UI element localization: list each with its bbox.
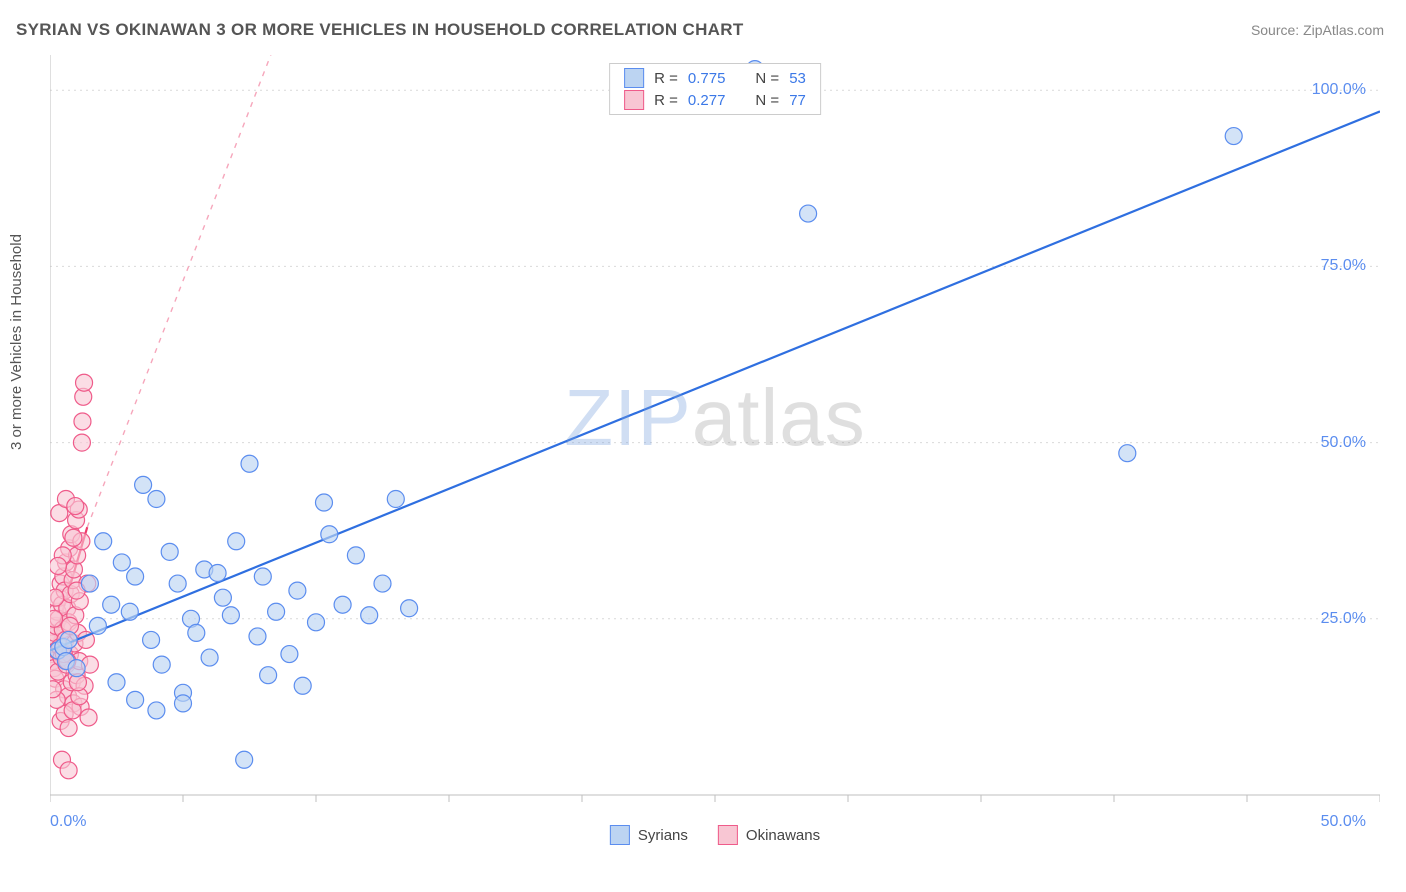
- scatter-plot-svg: [50, 55, 1380, 845]
- y-tick-label: 100.0%: [1312, 81, 1366, 99]
- n-label: N =: [755, 92, 779, 109]
- chart-title: SYRIAN VS OKINAWAN 3 OR MORE VEHICLES IN…: [16, 20, 744, 40]
- source-attribution: Source: ZipAtlas.com: [1251, 22, 1384, 38]
- chart-container: SYRIAN VS OKINAWAN 3 OR MORE VEHICLES IN…: [0, 0, 1406, 892]
- x-tick-max-label: 50.0%: [1321, 813, 1366, 831]
- legend-swatch-syrians: [610, 825, 630, 845]
- r-label: R =: [654, 92, 678, 109]
- legend-swatch-okinawans: [718, 825, 738, 845]
- legend-item-okinawans: Okinawans: [718, 825, 820, 845]
- x-tick-min-label: 0.0%: [50, 813, 86, 831]
- series-legend: Syrians Okinawans: [610, 825, 820, 845]
- stats-legend-row-okinawans: R = 0.277 N = 77: [610, 89, 820, 111]
- legend-label: Syrians: [638, 827, 688, 844]
- legend-item-syrians: Syrians: [610, 825, 688, 845]
- n-value: 53: [789, 70, 806, 87]
- plot-area: ZIPatlas 25.0% 50.0% 75.0% 100.0% 0.0% 5…: [50, 55, 1380, 845]
- y-tick-label: 50.0%: [1321, 434, 1366, 452]
- y-axis-label: 3 or more Vehicles in Household: [8, 234, 25, 450]
- y-tick-label: 25.0%: [1321, 610, 1366, 628]
- stats-legend: R = 0.775 N = 53 R = 0.277 N = 77: [609, 63, 821, 115]
- r-value: 0.277: [688, 92, 726, 109]
- n-value: 77: [789, 92, 806, 109]
- legend-label: Okinawans: [746, 827, 820, 844]
- y-tick-label: 75.0%: [1321, 257, 1366, 275]
- r-label: R =: [654, 70, 678, 87]
- legend-swatch-syrians: [624, 68, 644, 88]
- r-value: 0.775: [688, 70, 726, 87]
- legend-swatch-okinawans: [624, 90, 644, 110]
- stats-legend-row-syrians: R = 0.775 N = 53: [610, 67, 820, 89]
- n-label: N =: [755, 70, 779, 87]
